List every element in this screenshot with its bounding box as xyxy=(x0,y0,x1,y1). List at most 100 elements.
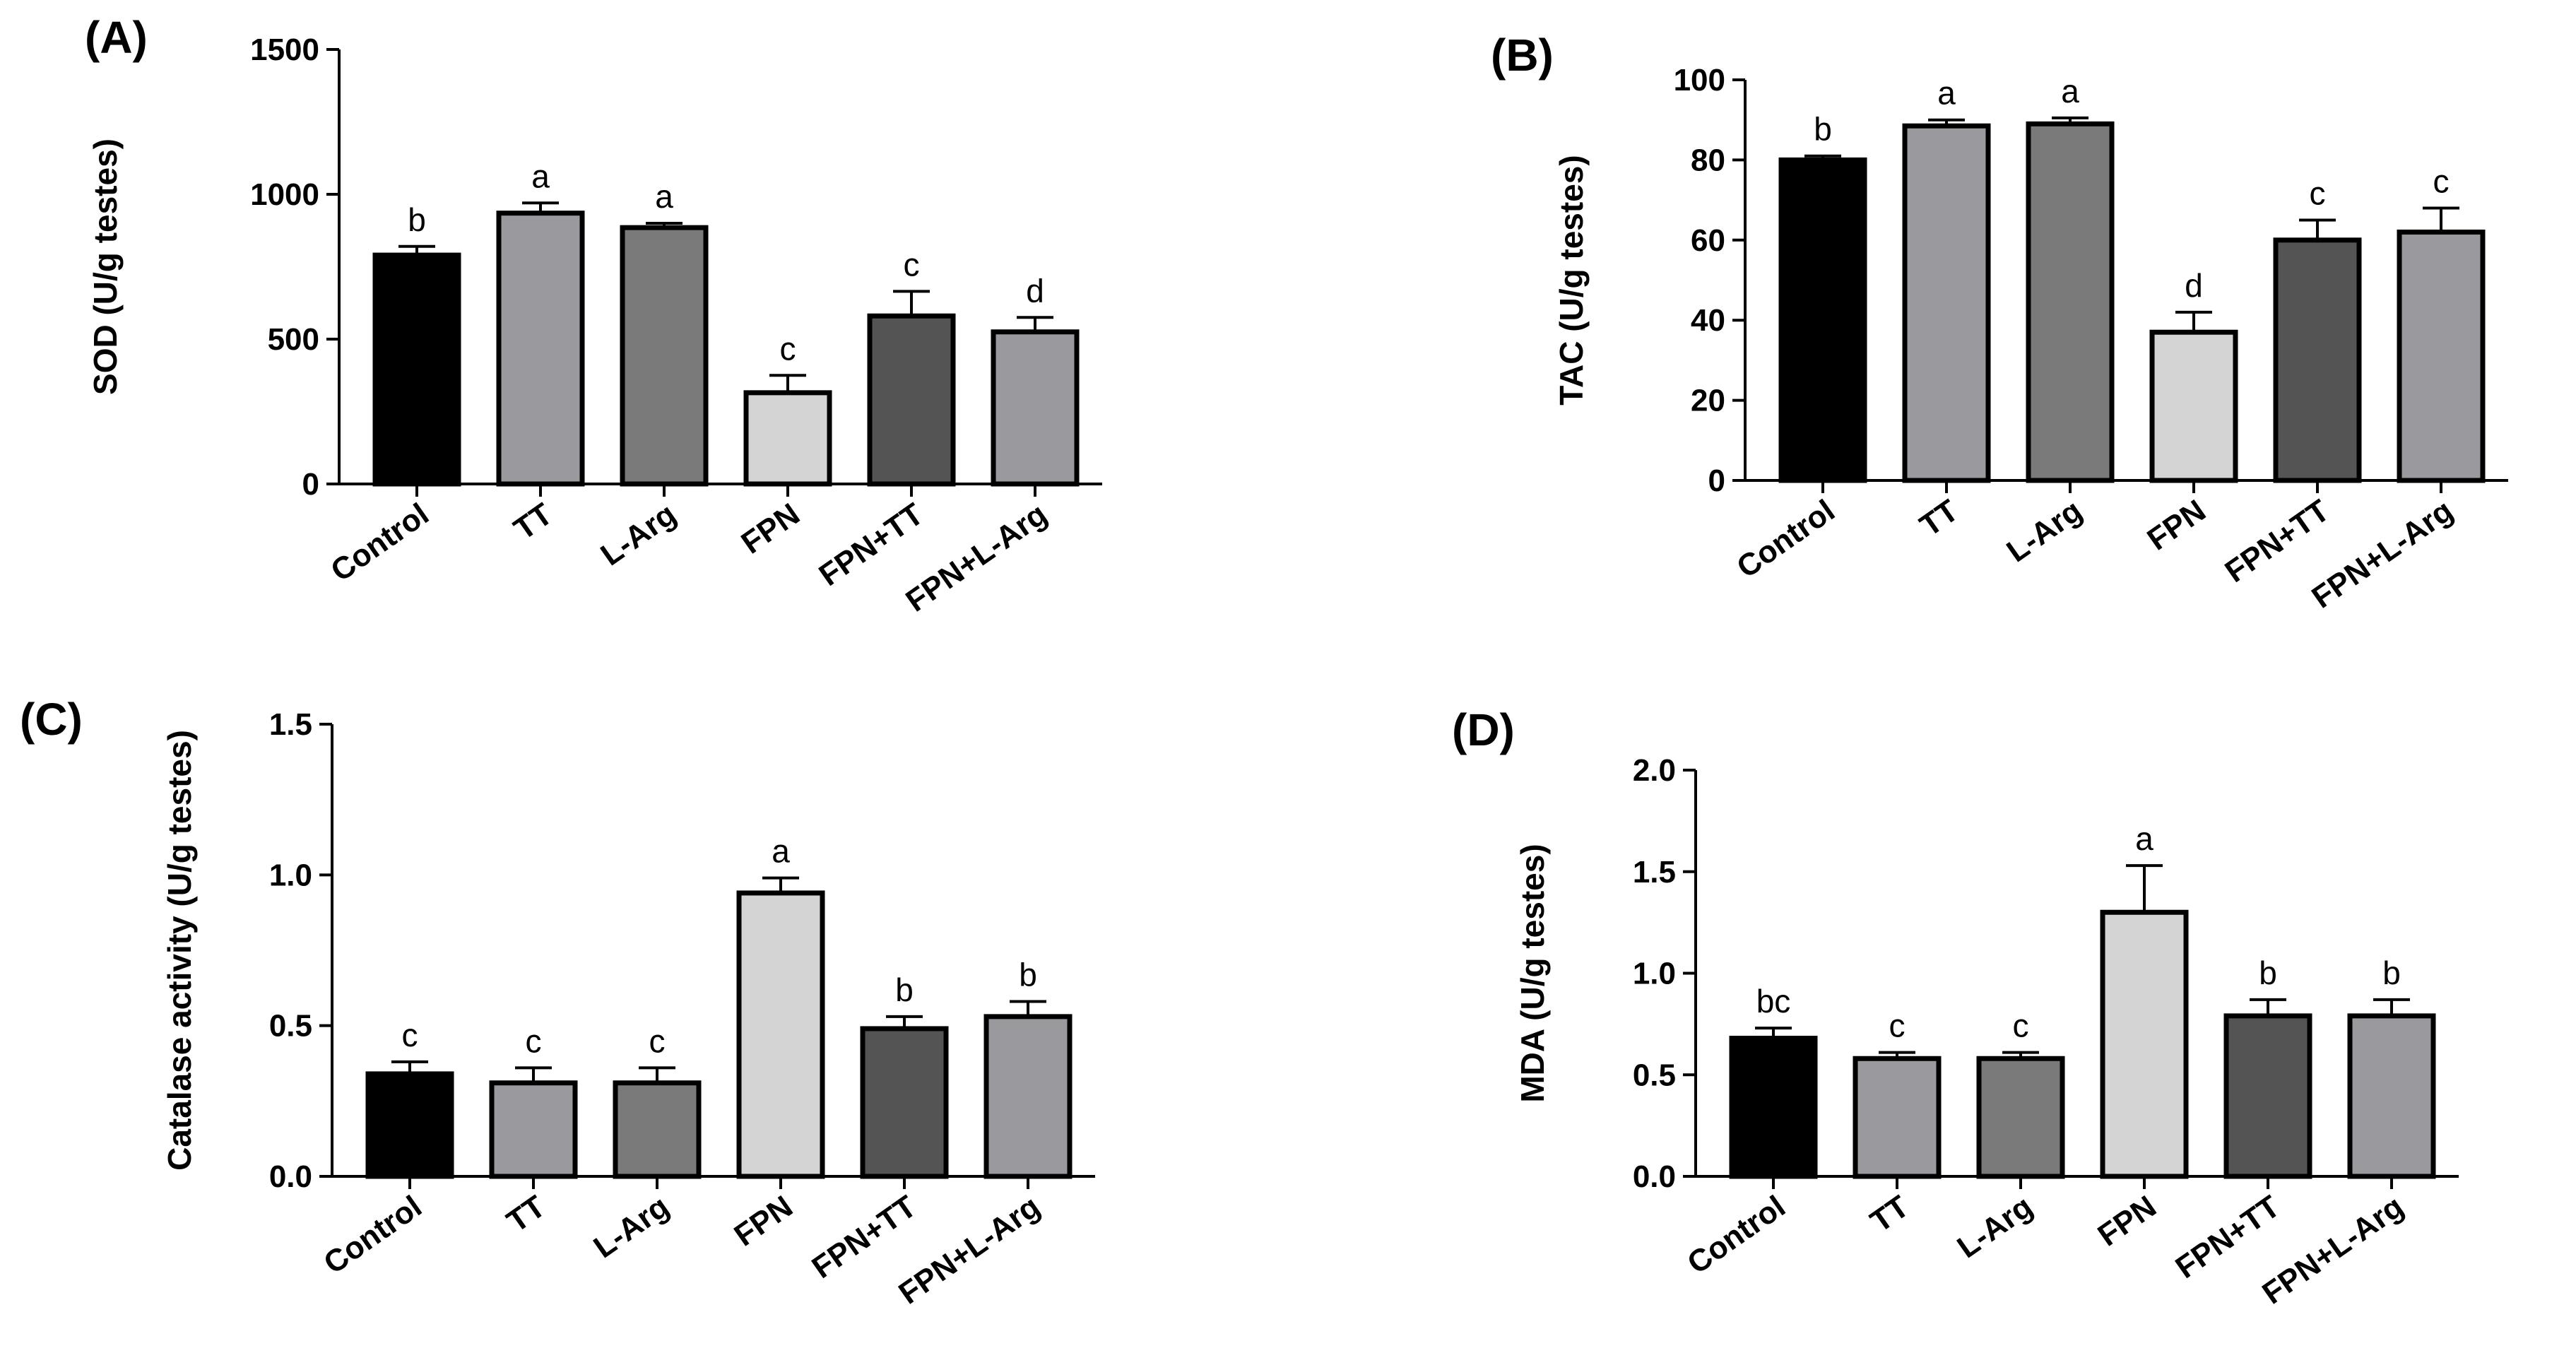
bar xyxy=(736,890,825,1179)
significance-letter: c xyxy=(2310,175,2326,211)
category-label: FPN+TT xyxy=(2218,493,2335,589)
y-tick-label: 500 xyxy=(268,322,319,357)
y-tick-label: 0.5 xyxy=(1633,1058,1676,1092)
significance-letter: b xyxy=(408,201,426,238)
bar xyxy=(613,1080,702,1179)
significance-letter: b xyxy=(895,971,914,1008)
bar xyxy=(489,1080,578,1179)
bar xyxy=(1853,1056,1942,1179)
panel-d: (D)MDA (U/g testes)0.00.51.01.52.0bcCont… xyxy=(1452,704,2459,1311)
category-label: Control xyxy=(1682,1189,1792,1281)
significance-letter: c xyxy=(2013,1008,2029,1044)
category-label: L-Arg xyxy=(1951,1189,2039,1265)
category-label: FPN+L-Arg xyxy=(2305,493,2459,615)
bar xyxy=(1778,157,1867,483)
y-tick-label: 0 xyxy=(1708,463,1725,498)
category-label: TT xyxy=(1914,493,1965,543)
bar xyxy=(743,390,832,487)
bar xyxy=(1902,123,1991,483)
category-label: TT xyxy=(1865,1189,1915,1239)
bar xyxy=(372,252,461,487)
bar xyxy=(365,1071,454,1179)
category-label: FPN xyxy=(2141,493,2212,557)
bar xyxy=(2273,237,2362,483)
y-tick-label: 2.0 xyxy=(1633,753,1676,788)
panel-label: (A) xyxy=(85,12,148,63)
y-axis-label: MDA (U/g testes) xyxy=(1514,844,1551,1102)
panel-c: (C) Catalase activity (U/g testes) 0.0 0.5 1… xyxy=(20,694,1095,1311)
significance-letter: b xyxy=(2259,955,2277,991)
significance-letter: a xyxy=(655,178,673,215)
bar xyxy=(1729,1036,1818,1179)
bar xyxy=(1976,1056,2065,1179)
y-tick-label: 0.0 xyxy=(1633,1159,1676,1194)
significance-letter: b xyxy=(1019,957,1037,993)
y-axis-label: SOD (U/g testes) xyxy=(87,138,124,395)
significance-letter: c xyxy=(904,246,920,283)
y-tick-label: 1.5 xyxy=(269,707,312,742)
category-label: FPN+TT xyxy=(2169,1189,2286,1285)
bar xyxy=(2026,121,2115,483)
category-label: Control xyxy=(318,1189,428,1281)
bar xyxy=(2223,1013,2312,1179)
y-tick-label: 0 xyxy=(302,467,319,502)
category-label: FPN+L-Arg xyxy=(892,1189,1046,1311)
category-label: FPN xyxy=(735,497,806,561)
y-tick-label: 100 xyxy=(1674,63,1725,98)
panel-label: (D) xyxy=(1452,704,1515,755)
significance-letter: b xyxy=(1814,111,1832,148)
y-tick-label: 80 xyxy=(1691,143,1725,177)
panel-label: (B) xyxy=(1491,30,1554,81)
significance-letter: c xyxy=(649,1022,666,1059)
panel-a: (A) SOD (U/g testes) 0 500 1000 1500 b Control a… xyxy=(85,12,1102,619)
y-tick-label: 40 xyxy=(1691,303,1725,338)
significance-letter: d xyxy=(2185,267,2203,304)
significance-letter: bc xyxy=(1756,983,1791,1020)
category-label: FPN+L-Arg xyxy=(2256,1189,2409,1311)
category-label: Control xyxy=(325,497,435,589)
bar xyxy=(860,1026,949,1179)
significance-letter: c xyxy=(2433,162,2450,199)
y-axis-label: TAC (U/g testes) xyxy=(1553,155,1590,405)
significance-letter: c xyxy=(780,330,796,367)
panel-label: (C) xyxy=(20,694,83,745)
y-tick-label: 1.5 xyxy=(1633,855,1676,890)
significance-letter: a xyxy=(1937,75,1956,112)
category-label: Control xyxy=(1731,493,1841,585)
significance-letter: c xyxy=(402,1017,418,1053)
panel-b: (B) TAC (U/g testes) 0 20 40 60 80 100 b Control a… xyxy=(1491,30,2508,615)
significance-letter: d xyxy=(1026,272,1044,309)
significance-letter: b xyxy=(2382,955,2401,991)
significance-letter: c xyxy=(1889,1008,1906,1044)
y-tick-label: 1.0 xyxy=(269,858,312,892)
category-label: L-Arg xyxy=(595,497,683,572)
significance-letter: a xyxy=(2135,820,2153,857)
category-label: FPN+TT xyxy=(805,1189,922,1285)
category-label: L-Arg xyxy=(588,1189,675,1265)
category-label: L-Arg xyxy=(2001,493,2088,569)
y-tick-label: 1500 xyxy=(250,32,319,67)
category-label: TT xyxy=(501,1189,552,1239)
y-tick-label: 1.0 xyxy=(1633,957,1676,991)
significance-letter: a xyxy=(2061,73,2079,110)
significance-letter: a xyxy=(531,158,550,194)
category-label: FPN+L-Arg xyxy=(899,497,1053,619)
category-label: FPN xyxy=(728,1189,799,1253)
bar xyxy=(496,211,585,487)
significance-letter: c xyxy=(526,1022,542,1059)
y-tick-label: 0.0 xyxy=(269,1159,312,1194)
y-tick-label: 1000 xyxy=(250,177,319,212)
bar xyxy=(991,329,1080,487)
bar xyxy=(867,313,956,487)
y-tick-label: 20 xyxy=(1691,384,1725,418)
bar xyxy=(2347,1013,2436,1179)
category-label: TT xyxy=(508,497,559,547)
y-tick-label: 60 xyxy=(1691,223,1725,258)
y-axis-label: Catalase activity (U/g testes) xyxy=(161,730,198,1171)
category-label: FPN+TT xyxy=(813,497,929,593)
category-label: FPN xyxy=(2092,1189,2163,1253)
y-tick-label: 0.5 xyxy=(269,1009,312,1044)
bar xyxy=(2149,329,2238,483)
bar xyxy=(983,1014,1073,1179)
